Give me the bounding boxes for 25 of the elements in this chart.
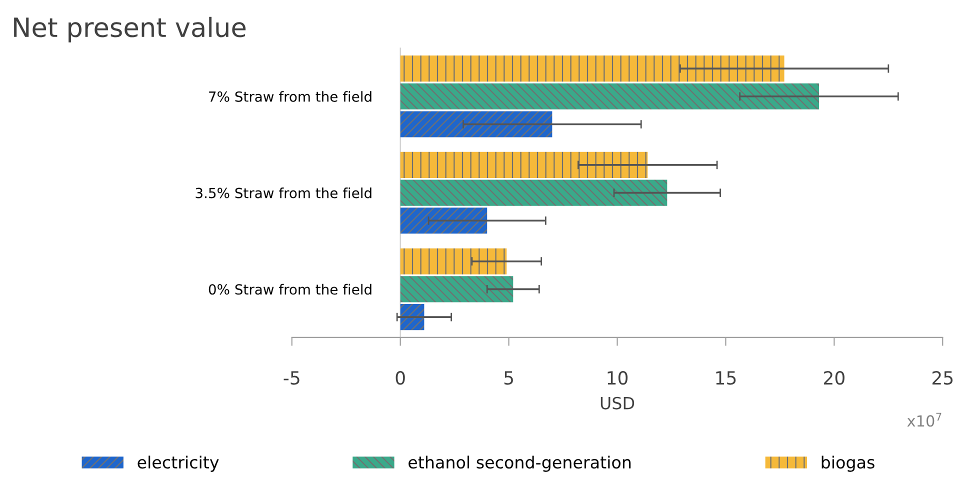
x-tick-label: -5 xyxy=(284,371,300,385)
x-tick-label: 20 xyxy=(824,371,844,385)
x-tick-label: 0 xyxy=(396,371,405,385)
bar xyxy=(400,56,784,82)
legend-label: electricity xyxy=(138,456,219,472)
bar xyxy=(400,180,668,206)
bar xyxy=(400,152,648,178)
bar xyxy=(400,83,819,110)
chart-title: Net present value xyxy=(14,16,246,42)
legend-label: ethanol second-generation xyxy=(408,456,631,472)
x-axis-title: USD xyxy=(600,396,634,410)
bar xyxy=(400,208,488,234)
bar xyxy=(400,248,507,274)
x-tick-label: 10 xyxy=(608,371,628,385)
bar xyxy=(400,304,424,330)
x-tick-label: 5 xyxy=(504,371,513,385)
y-tick-label: 0% Straw from the field xyxy=(208,284,372,295)
y-tick-label: 7% Straw from the field xyxy=(209,91,372,102)
bar xyxy=(400,276,514,302)
legend-label: biogas xyxy=(822,456,874,472)
text: x10$^{7}$ xyxy=(907,412,942,427)
bar xyxy=(400,111,552,138)
x-tick-label: 25 xyxy=(932,371,953,385)
y-tick-label: 3.5% Straw from the field xyxy=(196,188,372,198)
x-tick-label: 15 xyxy=(716,371,736,385)
